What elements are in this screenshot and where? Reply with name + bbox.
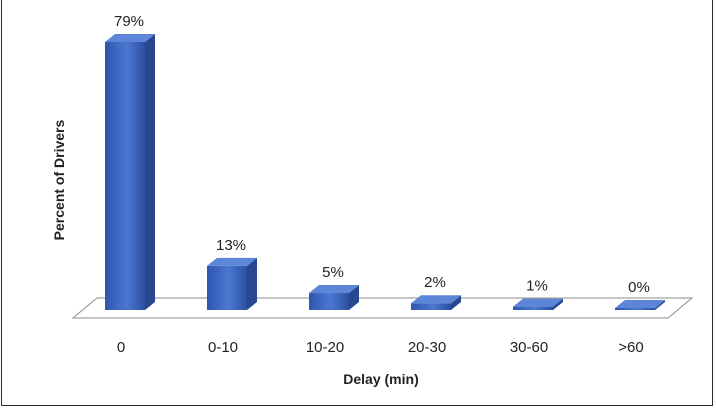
x-tick-label: 0-10 xyxy=(208,339,238,356)
data-label: 2% xyxy=(424,274,446,291)
data-labels-group: 79% 13% 5% 2% 1% 0% xyxy=(114,13,650,296)
bar-side xyxy=(145,34,155,310)
bar-3 xyxy=(309,285,359,310)
bar-front xyxy=(411,303,451,310)
x-tick-label: >60 xyxy=(618,339,643,356)
bar-front xyxy=(207,265,247,310)
bar-front xyxy=(105,42,145,310)
x-tick-label: 0 xyxy=(117,339,125,356)
x-tick-label: 10-20 xyxy=(306,339,344,356)
bars-group xyxy=(105,34,665,310)
bar-1 xyxy=(105,34,155,310)
data-label: 79% xyxy=(114,13,144,30)
x-tick-label: 20-30 xyxy=(408,339,446,356)
data-label: 5% xyxy=(322,264,344,281)
bar-top xyxy=(615,300,665,308)
bar-side xyxy=(247,257,257,310)
bar-side xyxy=(349,285,359,310)
data-label: 1% xyxy=(526,278,548,295)
bar-side xyxy=(655,300,665,310)
bar-top xyxy=(105,34,155,42)
y-axis-label: Percent of Drivers xyxy=(51,119,67,240)
data-label: 13% xyxy=(216,237,246,254)
bar-front xyxy=(513,306,553,310)
bar-2 xyxy=(207,257,257,310)
bar-5 xyxy=(513,298,563,310)
x-tick-labels-group: 0 0-10 10-20 20-30 30-60 >60 xyxy=(117,339,644,356)
bar-front xyxy=(615,308,655,310)
data-label: 0% xyxy=(628,279,650,296)
bar-4 xyxy=(411,295,461,310)
bar-front xyxy=(309,293,349,310)
bar-top xyxy=(411,295,461,304)
x-tick-label: 30-60 xyxy=(510,339,548,356)
bar-top xyxy=(309,285,359,294)
chart-floor xyxy=(71,297,694,319)
bar-top xyxy=(513,298,563,307)
bar-top xyxy=(207,257,257,266)
bar-side xyxy=(553,298,563,310)
bar-side xyxy=(451,295,461,310)
x-axis-label: Delay (min) xyxy=(343,371,418,387)
bar-6 xyxy=(615,300,665,310)
